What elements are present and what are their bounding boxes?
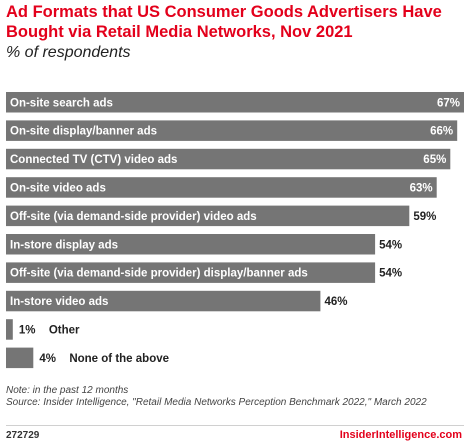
bar-category-label-0: On-site search ads xyxy=(10,97,113,109)
bar-category-label-9: None of the above xyxy=(69,353,169,365)
chart-title: Ad Formats that US Consumer Goods Advert… xyxy=(6,3,442,41)
bar-category-label-6: Off-site (via demand-side provider) disp… xyxy=(10,268,308,280)
bar-value-label-7: 46% xyxy=(324,296,347,308)
bar-1 xyxy=(6,120,458,141)
bar-category-label-5: In-store display ads xyxy=(10,239,118,251)
brand-logo-text: InsiderIntelligence.com xyxy=(339,429,462,441)
bar-value-label-1: 66% xyxy=(430,126,453,138)
bar-chart: 67% On-site search ads 66% On-site display/… xyxy=(6,92,464,369)
bar-category-label-1: On-site display/banner ads xyxy=(10,126,157,138)
bar-value-label-4: 59% xyxy=(413,211,436,223)
note-text: Note: in the past 12 months xyxy=(6,385,129,396)
bar-value-label-0: 67% xyxy=(437,97,460,109)
bar-5 xyxy=(6,234,376,255)
bar-category-label-7: In-store video ads xyxy=(10,296,108,308)
bar-value-label-5: 54% xyxy=(379,239,402,251)
chart-subtitle: % of respondents xyxy=(6,44,131,61)
bar-7 xyxy=(6,290,321,312)
bar-category-label-4: Off-site (via demand-side provider) vide… xyxy=(10,211,257,223)
bar-9 xyxy=(6,347,34,369)
bar-value-label-6: 54% xyxy=(379,268,402,280)
bar-value-label-2: 65% xyxy=(423,154,446,166)
bar-value-label-8: 1% xyxy=(19,324,36,336)
chart-notes: Note: in the past 12 months Source: Insi… xyxy=(6,385,466,409)
bar-2 xyxy=(6,148,451,170)
chart-id: 272729 xyxy=(6,430,40,441)
bar-category-label-8: Other xyxy=(49,324,80,336)
bar-6 xyxy=(6,262,376,283)
footer-divider xyxy=(6,425,464,426)
bar-category-label-2: Connected TV (CTV) video ads xyxy=(10,154,177,166)
bar-0 xyxy=(6,92,464,113)
bar-value-label-3: 63% xyxy=(410,182,433,194)
source-text: Source: Insider Intelligence, "Retail Me… xyxy=(6,397,427,408)
bar-category-label-3: On-site video ads xyxy=(10,182,106,194)
bar-8 xyxy=(6,319,13,340)
bar-4 xyxy=(6,205,410,227)
bar-3 xyxy=(6,177,437,198)
bar-value-label-9: 4% xyxy=(39,353,56,365)
